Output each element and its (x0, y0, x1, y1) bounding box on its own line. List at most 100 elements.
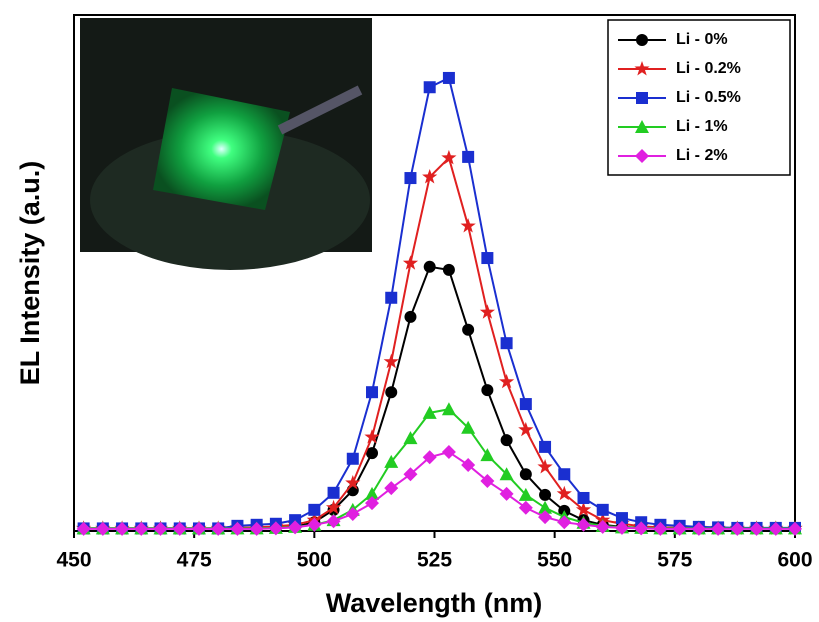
marker (519, 398, 532, 411)
marker (211, 521, 226, 536)
x-tick-label: 575 (657, 549, 692, 572)
marker (558, 468, 571, 481)
marker (614, 520, 629, 535)
x-tick-label: 475 (177, 549, 212, 572)
marker (730, 521, 745, 536)
marker (366, 386, 379, 399)
marker (365, 496, 380, 511)
marker (442, 71, 455, 84)
legend-label: Li - 0% (676, 31, 728, 48)
marker (191, 521, 206, 536)
legend-marker (635, 120, 649, 133)
marker (307, 517, 322, 532)
marker (539, 488, 552, 501)
marker (557, 515, 572, 530)
series-line (83, 450, 795, 530)
x-tick-label: 600 (777, 549, 812, 572)
marker (345, 475, 361, 490)
marker (499, 373, 515, 389)
marker (499, 486, 514, 501)
marker (653, 521, 668, 536)
marker (442, 263, 455, 276)
marker (403, 467, 418, 482)
marker (634, 521, 649, 536)
marker (768, 521, 783, 536)
marker (249, 521, 264, 536)
x-tick-label: 550 (537, 549, 572, 572)
marker (326, 499, 342, 515)
marker (365, 486, 380, 500)
marker (749, 521, 764, 536)
marker (115, 521, 130, 536)
marker (480, 473, 495, 488)
marker (422, 169, 438, 184)
x-tick-label: 525 (417, 549, 452, 572)
marker (461, 457, 476, 472)
marker (422, 405, 437, 419)
marker (481, 252, 494, 265)
legend-marker (634, 61, 650, 76)
marker (461, 420, 476, 434)
marker (462, 323, 475, 336)
marker (691, 521, 706, 536)
marker (711, 521, 726, 536)
y-axis-label: EL Intensity (a.u.) (15, 161, 45, 386)
marker (500, 337, 513, 350)
legend-label: Li - 0.2% (676, 60, 741, 77)
legend-label: Li - 0.5% (676, 89, 741, 106)
marker (383, 353, 399, 369)
marker (518, 487, 533, 501)
marker (538, 500, 553, 514)
series-line (83, 265, 795, 530)
legend-label: Li - 1% (676, 118, 728, 135)
marker (288, 520, 303, 535)
marker (672, 521, 687, 536)
marker (518, 421, 534, 437)
marker (577, 491, 590, 504)
marker (134, 521, 149, 536)
marker (460, 218, 476, 233)
marker (326, 514, 341, 529)
marker (537, 459, 553, 474)
legend-marker (636, 34, 648, 46)
marker (538, 510, 553, 525)
marker (500, 434, 513, 447)
marker (480, 448, 495, 462)
marker (153, 521, 168, 536)
marker (462, 150, 475, 163)
marker (384, 481, 399, 496)
marker (576, 517, 591, 532)
marker (308, 503, 321, 516)
marker (404, 310, 417, 323)
marker (423, 81, 436, 94)
marker (172, 521, 187, 536)
legend-marker (635, 149, 649, 163)
marker (403, 431, 418, 445)
marker (519, 468, 532, 481)
marker (95, 521, 110, 536)
x-tick-label: 450 (56, 549, 91, 572)
inset-photo (80, 18, 372, 270)
marker (441, 445, 456, 460)
marker (385, 291, 398, 304)
marker (345, 506, 360, 521)
series-line (83, 408, 795, 530)
marker (404, 172, 417, 185)
marker (481, 384, 494, 397)
x-axis-label: Wavelength (nm) (326, 588, 543, 618)
marker (479, 304, 495, 319)
marker (423, 260, 436, 273)
legend-marker (636, 92, 648, 104)
marker (556, 485, 572, 501)
marker (76, 521, 91, 536)
marker (402, 255, 419, 270)
marker (384, 454, 399, 468)
marker (366, 447, 379, 460)
marker (518, 500, 533, 515)
x-tick-label: 500 (297, 549, 332, 572)
legend-label: Li - 2% (676, 147, 728, 164)
marker (595, 519, 610, 534)
marker (575, 501, 592, 517)
marker (346, 452, 359, 465)
